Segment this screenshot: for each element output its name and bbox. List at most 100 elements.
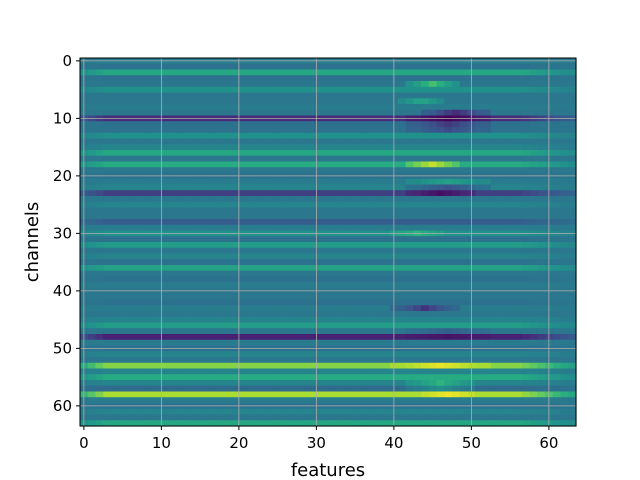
heatmap-cell xyxy=(421,224,430,232)
heatmap-cell xyxy=(413,242,422,249)
heatmap-cell xyxy=(227,224,236,232)
heatmap-cell xyxy=(514,178,523,186)
heatmap-cell xyxy=(359,259,368,266)
heatmap-cell xyxy=(204,150,213,157)
heatmap-cell xyxy=(413,328,422,335)
heatmap-cell xyxy=(498,408,507,416)
heatmap-cell xyxy=(397,207,407,214)
heatmap-cell xyxy=(142,265,151,272)
heatmap-cell xyxy=(452,242,461,249)
heatmap-cell xyxy=(560,420,569,427)
heatmap-cell xyxy=(204,334,213,341)
heatmap-cell xyxy=(219,127,228,134)
heatmap-cell xyxy=(490,282,500,289)
heatmap-cell xyxy=(459,420,469,427)
heatmap-cell xyxy=(343,213,352,220)
heatmap-cell xyxy=(328,196,337,203)
heatmap-cell xyxy=(250,374,259,381)
heatmap-cell xyxy=(506,299,515,306)
heatmap-cell xyxy=(421,92,430,99)
heatmap-cell xyxy=(444,408,453,416)
heatmap-cell xyxy=(568,98,577,105)
heatmap-cell xyxy=(405,121,414,128)
heatmap-cell xyxy=(498,196,507,203)
heatmap-cell xyxy=(421,184,430,191)
heatmap-cell xyxy=(552,253,562,260)
heatmap-cell xyxy=(374,270,383,278)
heatmap-cell xyxy=(103,155,112,163)
heatmap-cell xyxy=(219,420,228,427)
heatmap-cell xyxy=(289,213,298,220)
heatmap-cell xyxy=(211,305,221,312)
heatmap-cell xyxy=(421,397,430,404)
heatmap-cell xyxy=(359,408,368,416)
heatmap-cell xyxy=(180,167,190,174)
heatmap-cell xyxy=(320,368,329,375)
heatmap-cell xyxy=(258,276,267,283)
heatmap-cell xyxy=(304,121,314,128)
heatmap-cell xyxy=(242,213,252,220)
heatmap-cell xyxy=(436,138,445,145)
heatmap-cell xyxy=(328,127,337,134)
heatmap-cell xyxy=(281,201,290,209)
heatmap-cell xyxy=(568,224,577,232)
heatmap-cell xyxy=(537,207,546,214)
heatmap-cell xyxy=(289,322,298,329)
heatmap-cell xyxy=(397,374,407,381)
heatmap-cell xyxy=(126,150,135,157)
heatmap-cell xyxy=(490,265,500,272)
heatmap-cell xyxy=(568,328,577,335)
heatmap-cell xyxy=(537,161,546,168)
heatmap-cell xyxy=(180,253,190,260)
heatmap-cell xyxy=(359,380,368,387)
heatmap-cell xyxy=(211,63,221,71)
heatmap-cell xyxy=(204,138,213,145)
heatmap-cell xyxy=(273,276,283,283)
heatmap-cell xyxy=(444,380,453,387)
heatmap-cell xyxy=(421,328,430,335)
heatmap-cell xyxy=(196,380,205,387)
heatmap-cell xyxy=(452,408,461,416)
heatmap-cell xyxy=(506,305,515,312)
heatmap-cell xyxy=(366,253,376,260)
heatmap-cell xyxy=(211,339,221,347)
heatmap-cell xyxy=(165,213,174,220)
heatmap-cell xyxy=(111,161,120,168)
heatmap-cell xyxy=(289,127,298,134)
heatmap-cell xyxy=(490,190,500,197)
heatmap-cell xyxy=(95,92,104,99)
heatmap-cell xyxy=(397,270,407,278)
heatmap-cell xyxy=(475,374,484,381)
heatmap-cell xyxy=(343,322,352,329)
heatmap-cell xyxy=(126,362,135,370)
heatmap-cell xyxy=(142,328,151,335)
heatmap-cell xyxy=(328,75,337,82)
heatmap-cell xyxy=(374,385,383,393)
heatmap-cell xyxy=(173,357,182,364)
heatmap-cell xyxy=(250,311,259,318)
heatmap-cell xyxy=(421,259,430,266)
heatmap-cell xyxy=(506,104,515,111)
heatmap-cell xyxy=(436,414,445,421)
heatmap-cell xyxy=(506,282,515,289)
heatmap-cell xyxy=(382,334,391,341)
heatmap-cell xyxy=(204,201,213,209)
heatmap-cell xyxy=(103,362,112,370)
heatmap-cell xyxy=(242,121,252,128)
heatmap-cell xyxy=(173,127,182,134)
heatmap-cell xyxy=(537,253,546,260)
heatmap-cell xyxy=(328,270,337,278)
heatmap-cell xyxy=(335,311,345,318)
heatmap-cell xyxy=(413,69,422,76)
heatmap-cell xyxy=(444,121,453,128)
heatmap-cell xyxy=(483,322,492,329)
heatmap-cell xyxy=(111,155,120,163)
heatmap-cell xyxy=(374,75,383,82)
heatmap-cell xyxy=(87,121,97,128)
heatmap-cell xyxy=(118,236,128,243)
heatmap-cell xyxy=(273,391,283,398)
heatmap-cell xyxy=(428,81,438,88)
heatmap-cell xyxy=(514,150,523,157)
heatmap-cell xyxy=(436,247,445,255)
heatmap-cell xyxy=(483,351,492,358)
